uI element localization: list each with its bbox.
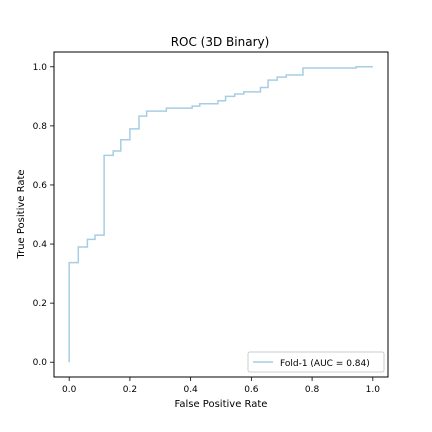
x-tick-label: 0.4 — [183, 385, 198, 395]
y-tick-label: 0.6 — [33, 181, 48, 191]
legend: Fold-1 (AUC = 0.84) — [247, 351, 385, 373]
y-tick-label: 0.4 — [33, 240, 48, 250]
x-tick-label: 0.6 — [244, 385, 259, 395]
y-tick-label: 0.0 — [33, 358, 48, 368]
legend-box — [247, 351, 385, 373]
y-tick-label: 0.2 — [33, 299, 47, 309]
x-tick-label: 0.2 — [123, 385, 137, 395]
legend-label: Fold-1 (AUC = 0.84) — [280, 359, 370, 369]
x-axis-label: False Positive Rate — [175, 399, 268, 410]
x-tick-label: 0.0 — [62, 385, 77, 395]
y-tick-label: 0.8 — [33, 122, 48, 132]
chart-title: ROC (3D Binary) — [171, 35, 270, 49]
roc-curve-series-0 — [68, 66, 373, 363]
x-tick-label: 0.8 — [305, 385, 320, 395]
y-tick-label: 1.0 — [33, 63, 48, 73]
y-axis-label: True Positive Rate — [16, 169, 27, 259]
ticks-layer: 0.0 0.2 0.4 0.6 0.8 1.0 0.0 0.2 0.4 0.6 0.8 1.0 — [33, 63, 381, 395]
axes-frame — [53, 51, 389, 378]
plot-area — [68, 66, 373, 363]
x-tick-label: 1.0 — [366, 385, 381, 395]
